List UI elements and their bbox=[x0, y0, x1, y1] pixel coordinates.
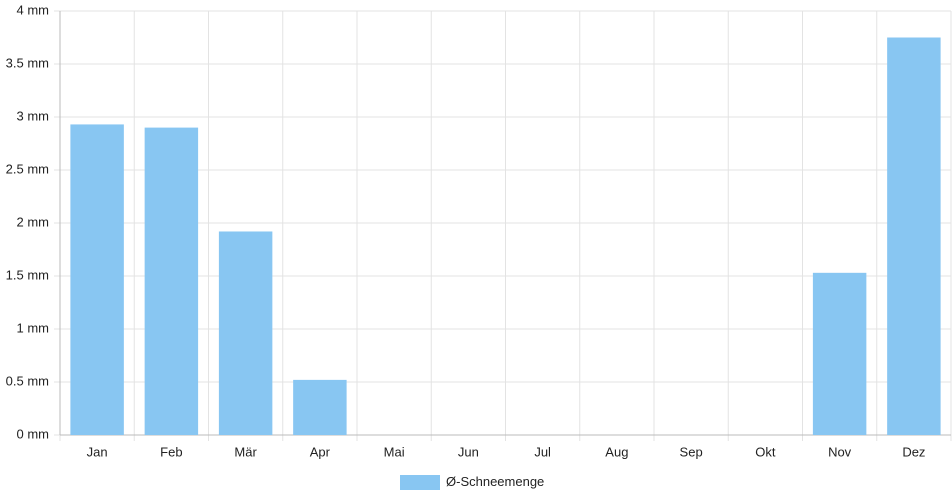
x-tick-label: Mär bbox=[234, 444, 257, 459]
y-tick-label: 1 mm bbox=[17, 320, 50, 335]
x-tick-label: Nov bbox=[828, 444, 852, 459]
bar bbox=[887, 37, 941, 435]
y-tick-label: 1.5 mm bbox=[6, 267, 49, 282]
x-tick-label: Jan bbox=[87, 444, 108, 459]
bar bbox=[812, 272, 867, 435]
x-tick-label: Okt bbox=[755, 444, 776, 459]
legend-swatch bbox=[400, 475, 440, 490]
y-tick-label: 0 mm bbox=[17, 426, 50, 441]
y-tick-label: 3.5 mm bbox=[6, 55, 49, 70]
y-tick-label: 0.5 mm bbox=[6, 373, 49, 388]
x-tick-label: Sep bbox=[680, 444, 703, 459]
x-tick-label: Feb bbox=[160, 444, 182, 459]
x-tick-label: Jun bbox=[458, 444, 479, 459]
x-tick-label: Aug bbox=[605, 444, 628, 459]
y-tick-label: 3 mm bbox=[17, 108, 50, 123]
x-tick-label: Mai bbox=[384, 444, 405, 459]
x-tick-label: Dez bbox=[902, 444, 925, 459]
y-tick-label: 2 mm bbox=[17, 214, 50, 229]
y-tick-label: 2.5 mm bbox=[6, 161, 49, 176]
bar bbox=[70, 124, 124, 436]
legend-label: Ø-Schneemenge bbox=[446, 474, 544, 489]
bar bbox=[293, 379, 347, 435]
x-tick-label: Apr bbox=[310, 444, 331, 459]
bar bbox=[218, 231, 273, 435]
bar bbox=[144, 127, 199, 435]
x-tick-label: Jul bbox=[534, 444, 551, 459]
y-tick-label: 4 mm bbox=[17, 2, 50, 17]
